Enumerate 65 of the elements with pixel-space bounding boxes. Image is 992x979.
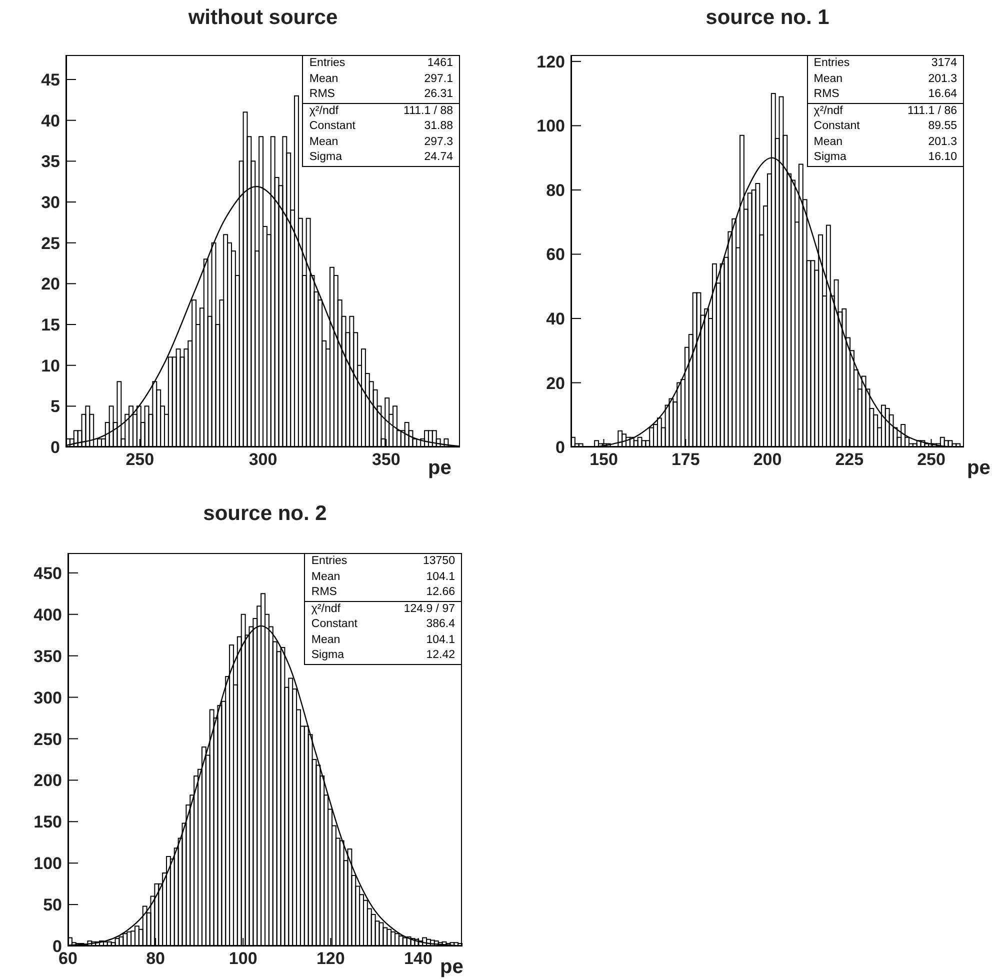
x-tick-label: 250 <box>917 450 946 470</box>
text: Entries 3174 <box>814 57 957 69</box>
text: χ²/ndf 124.9 / 97 <box>311 602 455 614</box>
y-tick-label: 0 <box>50 438 60 458</box>
y-tick-label: 80 <box>546 180 565 200</box>
y-tick-label: 60 <box>546 245 565 264</box>
text: Constant 31.88 <box>309 120 453 132</box>
x-axis-title: pe <box>440 956 464 979</box>
x-tick-label: 200 <box>753 450 782 470</box>
y-tick-label: 20 <box>41 274 60 294</box>
y-tick-label: 10 <box>41 356 60 376</box>
y-tick-label: 120 <box>536 52 565 72</box>
y-tick-label: 25 <box>41 234 60 253</box>
y-tick-label: 35 <box>41 152 60 172</box>
y-tick-label: 40 <box>41 111 60 130</box>
x-tick-label: 120 <box>316 949 345 968</box>
y-tick-label: 300 <box>34 688 62 708</box>
text: Mean 297.1 <box>309 72 453 84</box>
chart-title: without source <box>187 6 339 30</box>
text: RMS 26.31 <box>309 88 453 100</box>
text: χ²/ndf 111.1 / 88 <box>309 104 453 116</box>
y-tick-label: 450 <box>34 564 62 583</box>
y-tick-label: 400 <box>34 605 62 624</box>
y-tick-label: 350 <box>34 646 62 666</box>
y-tick-label: 100 <box>536 116 565 136</box>
text: RMS 16.64 <box>814 88 957 100</box>
text: Constant 89.55 <box>814 120 957 132</box>
x-tick-label: 80 <box>146 949 166 968</box>
text: Constant 386.4 <box>311 618 455 630</box>
y-tick-label: 20 <box>546 374 565 393</box>
y-tick-label: 250 <box>34 730 62 749</box>
text: Mean 201.3 <box>814 72 957 84</box>
text: RMS 12.66 <box>311 586 455 598</box>
y-tick-label: 40 <box>546 310 565 329</box>
x-axis-title: pe <box>967 457 990 480</box>
x-axis-title: pe <box>428 457 452 480</box>
x-tick-label: 250 <box>126 450 154 470</box>
y-tick-label: 200 <box>34 771 62 790</box>
y-tick-label: 50 <box>43 896 62 915</box>
text: χ²/ndf 111.1 / 86 <box>814 104 957 116</box>
text: Mean 297.3 <box>309 136 453 148</box>
y-tick-label: 0 <box>556 438 565 458</box>
y-tick-label: 45 <box>41 70 60 90</box>
x-tick-label: 175 <box>671 450 700 470</box>
chart-title: source no. 2 <box>202 502 328 526</box>
x-tick-label: 100 <box>228 949 258 968</box>
text: Mean 201.3 <box>814 136 957 148</box>
text: Mean 104.1 <box>311 570 455 582</box>
y-tick-label: 5 <box>50 397 60 416</box>
text: Entries 13750 <box>311 555 455 567</box>
chart-title: source no. 1 <box>704 6 830 30</box>
x-tick-label: 150 <box>590 450 618 470</box>
text: Sigma 24.74 <box>309 151 453 163</box>
x-tick-label: 225 <box>835 450 864 470</box>
y-tick-label: 30 <box>41 193 60 212</box>
x-tick-label: 140 <box>404 949 432 968</box>
text: Entries 1461 <box>309 57 453 69</box>
y-tick-label: 100 <box>34 854 62 874</box>
text: Mean 104.1 <box>311 634 455 646</box>
y-tick-label: 15 <box>41 316 60 335</box>
y-tick-label: 150 <box>34 812 62 832</box>
x-tick-label: 350 <box>372 450 400 470</box>
text: Sigma 12.42 <box>311 649 455 661</box>
text: Sigma 16.10 <box>814 151 957 163</box>
x-tick-label: 300 <box>248 450 278 470</box>
